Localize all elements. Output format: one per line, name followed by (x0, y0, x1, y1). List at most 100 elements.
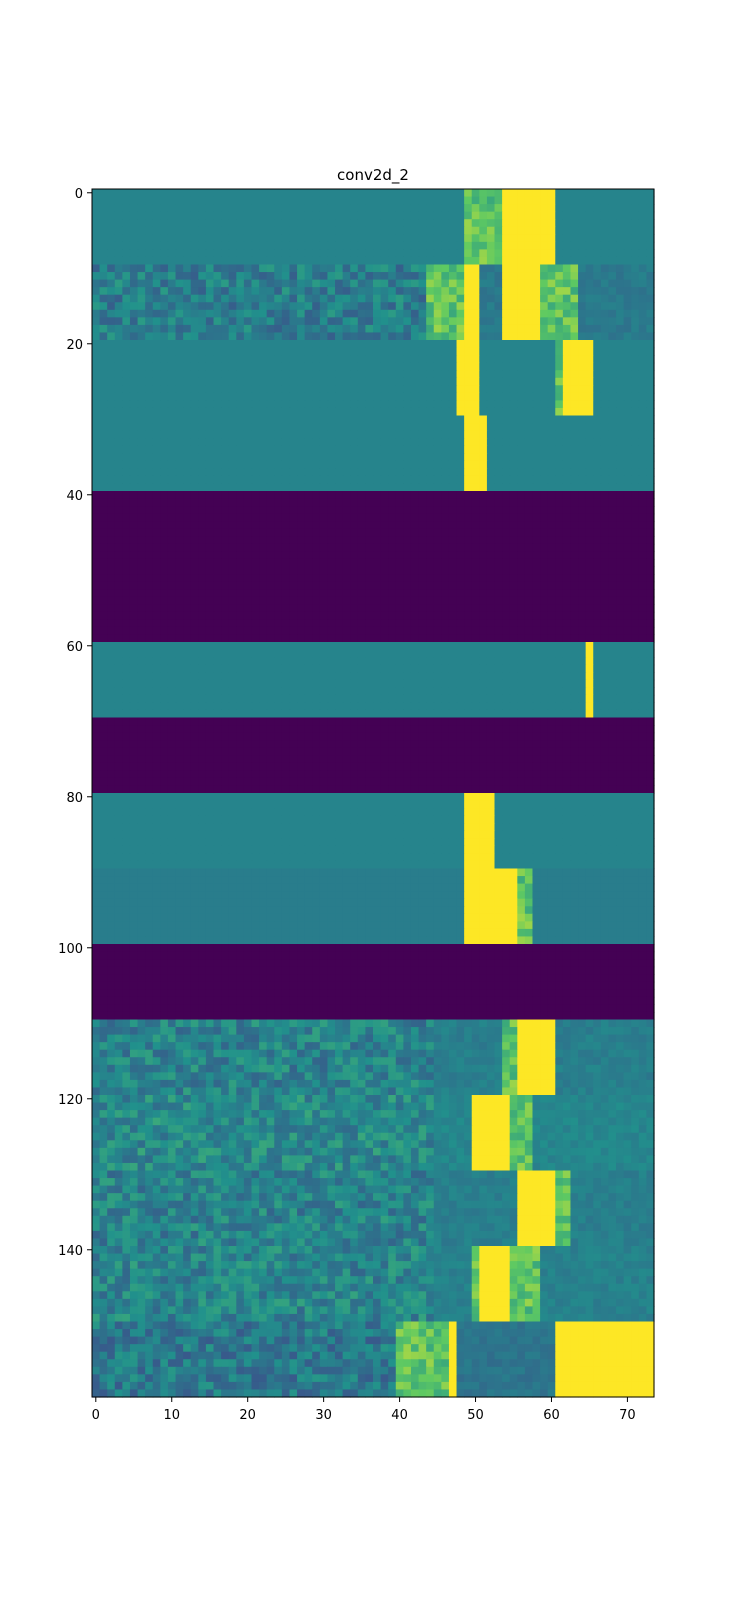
heatmap-cell (236, 604, 245, 613)
heatmap-cell (410, 657, 420, 666)
heatmap-cell (137, 415, 146, 424)
heatmap-cell (357, 392, 366, 401)
heatmap-cell (274, 604, 283, 613)
heatmap-cell (357, 589, 366, 598)
heatmap-cell (183, 385, 192, 394)
heatmap-cell (312, 642, 321, 651)
heatmap-cell (638, 453, 647, 462)
heatmap-cell (319, 385, 329, 394)
heatmap-cell (129, 483, 139, 492)
heatmap-cell (646, 536, 655, 545)
heatmap-cell (479, 340, 488, 349)
heatmap-cell (373, 241, 382, 250)
heatmap-cell (145, 589, 154, 598)
heatmap-cell (289, 574, 298, 583)
heatmap-cell (107, 634, 116, 643)
heatmap-cell (616, 249, 625, 258)
heatmap-cell (190, 204, 199, 213)
heatmap-cell (350, 596, 359, 605)
heatmap-cell (380, 234, 389, 243)
heatmap-cell (243, 249, 253, 258)
heatmap-cell (129, 219, 139, 228)
heatmap-cell (600, 430, 610, 439)
heatmap-cell (183, 196, 192, 205)
heatmap-cell (160, 377, 169, 386)
heatmap-cell (517, 226, 526, 235)
heatmap-cell (479, 498, 488, 507)
heatmap-cell (562, 272, 572, 281)
heatmap-cell (251, 272, 260, 281)
heatmap-cell (486, 634, 496, 643)
heatmap-cell (570, 400, 579, 409)
heatmap-cell (122, 438, 131, 447)
heatmap-cell (281, 264, 291, 273)
heatmap-cell (236, 596, 245, 605)
heatmap-cell (183, 483, 192, 492)
heatmap-cell (456, 309, 465, 318)
heatmap-cell (312, 566, 321, 575)
heatmap-cell (342, 475, 351, 485)
heatmap-cell (380, 528, 389, 537)
heatmap-cell (99, 241, 108, 250)
heatmap-cell (259, 679, 268, 688)
heatmap-cell (99, 498, 108, 507)
heatmap-cell (221, 513, 230, 522)
heatmap-cell (616, 649, 625, 658)
heatmap-cell (547, 340, 556, 349)
heatmap-cell (547, 596, 556, 605)
heatmap-cell (524, 241, 534, 250)
heatmap-cell (373, 460, 382, 469)
heatmap-cell (145, 430, 154, 439)
heatmap-cell (616, 226, 625, 235)
heatmap-cell (145, 460, 154, 469)
heatmap-cell (145, 634, 154, 643)
heatmap-cell (380, 453, 389, 462)
heatmap-cell (357, 204, 366, 213)
heatmap-cell (137, 453, 146, 462)
heatmap-cell (555, 574, 564, 583)
heatmap-cell (335, 347, 344, 356)
heatmap-cell (418, 657, 427, 666)
heatmap-cell (167, 211, 177, 220)
heatmap-cell (403, 241, 412, 250)
heatmap-cell (152, 377, 161, 386)
heatmap-cell (403, 506, 412, 515)
heatmap-cell (99, 324, 108, 334)
heatmap-cell (585, 551, 594, 560)
heatmap-cell (623, 204, 632, 213)
heatmap-cell (631, 256, 640, 266)
heatmap-cell (122, 453, 131, 462)
heatmap-cell (502, 438, 511, 447)
heatmap-cell (350, 506, 359, 515)
heatmap-cell (616, 317, 625, 326)
heatmap-cell (205, 249, 215, 258)
heatmap-cell (297, 498, 306, 507)
heatmap-cell (266, 377, 275, 386)
heatmap-cell (426, 445, 435, 454)
heatmap-cell (259, 664, 268, 673)
heatmap-cell (570, 468, 579, 477)
heatmap-cell (152, 694, 161, 703)
heatmap-cell (190, 566, 199, 575)
heatmap-cell (570, 234, 579, 243)
heatmap-cell (365, 189, 374, 198)
heatmap-cell (600, 687, 610, 696)
heatmap-cell (243, 407, 253, 417)
heatmap-cell (160, 347, 169, 356)
heatmap-cell (319, 249, 329, 258)
heatmap-cell (236, 543, 245, 552)
heatmap-cell (122, 415, 131, 424)
heatmap-cell (281, 211, 291, 220)
heatmap-cell (471, 513, 480, 522)
heatmap-cell (107, 415, 116, 424)
heatmap-cell (373, 189, 382, 198)
heatmap-cell (593, 611, 602, 620)
heatmap-cell (623, 272, 632, 281)
heatmap-cell (646, 324, 655, 334)
heatmap-cell (555, 249, 564, 258)
heatmap-cell (395, 581, 404, 590)
heatmap-cell (532, 626, 541, 636)
heatmap-cell (357, 521, 366, 530)
heatmap-cell (281, 430, 291, 439)
heatmap-cell (357, 566, 366, 575)
